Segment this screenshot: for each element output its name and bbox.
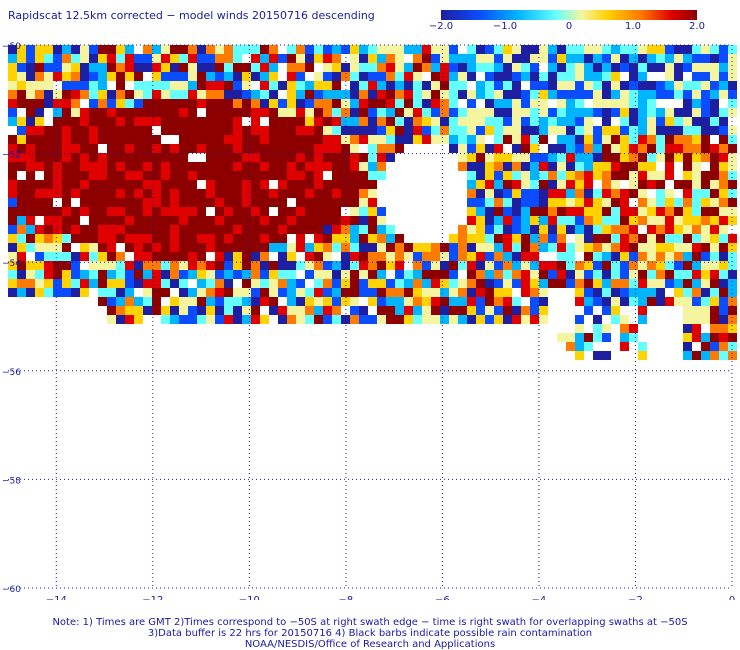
x-tick-label: −4 — [532, 595, 547, 600]
y-tick-label: −56 — [2, 368, 21, 378]
colorbar-tick: −1.0 — [492, 21, 518, 32]
x-tick-label: −6 — [435, 595, 450, 600]
x-tick-label: −8 — [338, 595, 353, 600]
x-tick-label: −10 — [239, 595, 260, 600]
y-tick-label: −58 — [2, 476, 21, 486]
data-pixels — [8, 45, 737, 360]
y-tick-label: −50 — [2, 42, 21, 52]
map-title: Rapidscat 12.5km corrected − model winds… — [8, 9, 375, 22]
note-line-2: 3)Data buffer is 22 hrs for 20150716 4) … — [147, 628, 593, 639]
x-tick-label: −2 — [628, 595, 643, 600]
note-line-1: Note: 1) Times are GMT 2)Times correspon… — [52, 617, 688, 628]
x-tick-label: 0 — [729, 595, 735, 600]
x-tick-label: −12 — [142, 595, 163, 600]
wind-difference-map: −14−12−10−8−6−4−20−50−52−54−56−58−6017:4… — [2, 42, 737, 600]
colorbar-tick: 2.0 — [689, 21, 705, 32]
colorbar-tick: 0 — [565, 21, 573, 32]
x-tick-label: −14 — [46, 595, 67, 600]
colorbar-tick: −2.0 — [428, 21, 454, 32]
y-tick-label: −60 — [2, 585, 21, 595]
y-tick-label: −52 — [2, 151, 21, 161]
colorbar — [441, 10, 697, 20]
credit-line: NOAA/NESDIS/Office of Research and Appli… — [244, 639, 496, 650]
y-tick-label: −54 — [2, 259, 21, 269]
colorbar-tick: 1.0 — [625, 21, 641, 32]
